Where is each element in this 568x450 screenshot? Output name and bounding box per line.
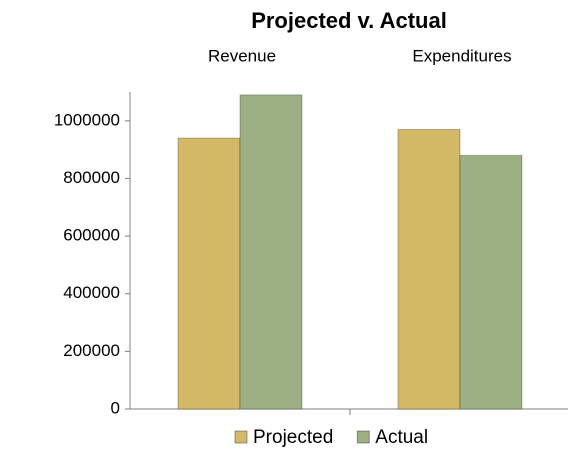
bar	[459, 154, 523, 410]
bar	[239, 94, 303, 410]
legend-swatch	[234, 430, 248, 444]
y-tick-label: 600000	[63, 226, 120, 245]
y-tick-label: 400000	[63, 283, 120, 302]
legend-label: Actual	[375, 427, 428, 448]
category-label: Expenditures	[412, 46, 511, 65]
y-tick-label: 0	[111, 398, 120, 417]
legend-label: Projected	[253, 427, 333, 448]
bar	[177, 137, 241, 410]
y-tick-label: 200000	[63, 341, 120, 360]
chart-title: Projected v. Actual	[251, 8, 447, 33]
y-tick-label: 1000000	[54, 110, 120, 129]
y-tick-label: 800000	[63, 168, 120, 187]
bar	[397, 128, 461, 410]
legend-swatch	[356, 430, 370, 444]
category-label: Revenue	[208, 46, 276, 65]
